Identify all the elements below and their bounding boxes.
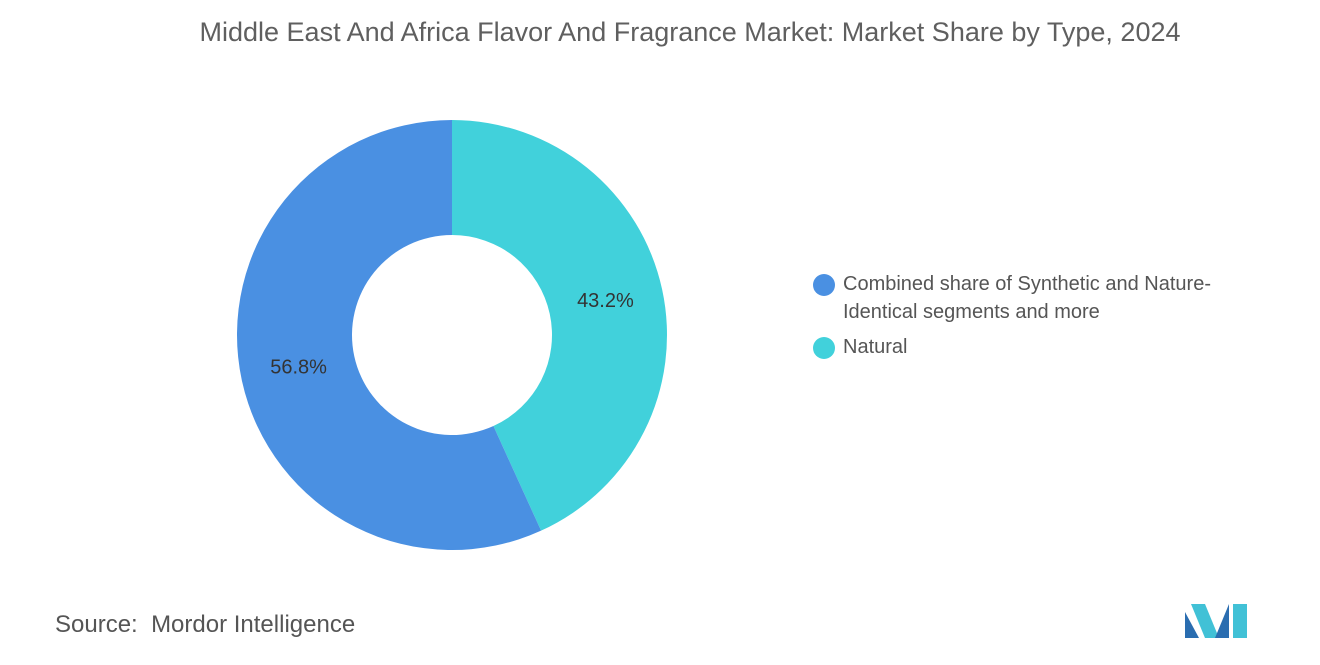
source: Source: Mordor Intelligence [55,611,355,639]
source-label: Source: [55,611,138,638]
chart-title: Middle East And Africa Flavor And Fragra… [199,17,1181,47]
legend-item: Combined share of Synthetic and Nature-I… [813,270,1213,326]
donut-slice [452,120,667,531]
legend-item: Natural [813,333,1213,361]
source-name: Mordor Intelligence [151,611,356,638]
donut-slice [237,120,542,550]
legend-marker [813,337,835,359]
data-label: 56.8% [270,357,327,379]
legend-label: Combined share of Synthetic and Nature-I… [843,273,1211,323]
legend-label: Natural [843,336,908,358]
logo [1185,604,1247,638]
legend-marker [813,274,835,296]
data-label: 43.2% [577,290,634,312]
